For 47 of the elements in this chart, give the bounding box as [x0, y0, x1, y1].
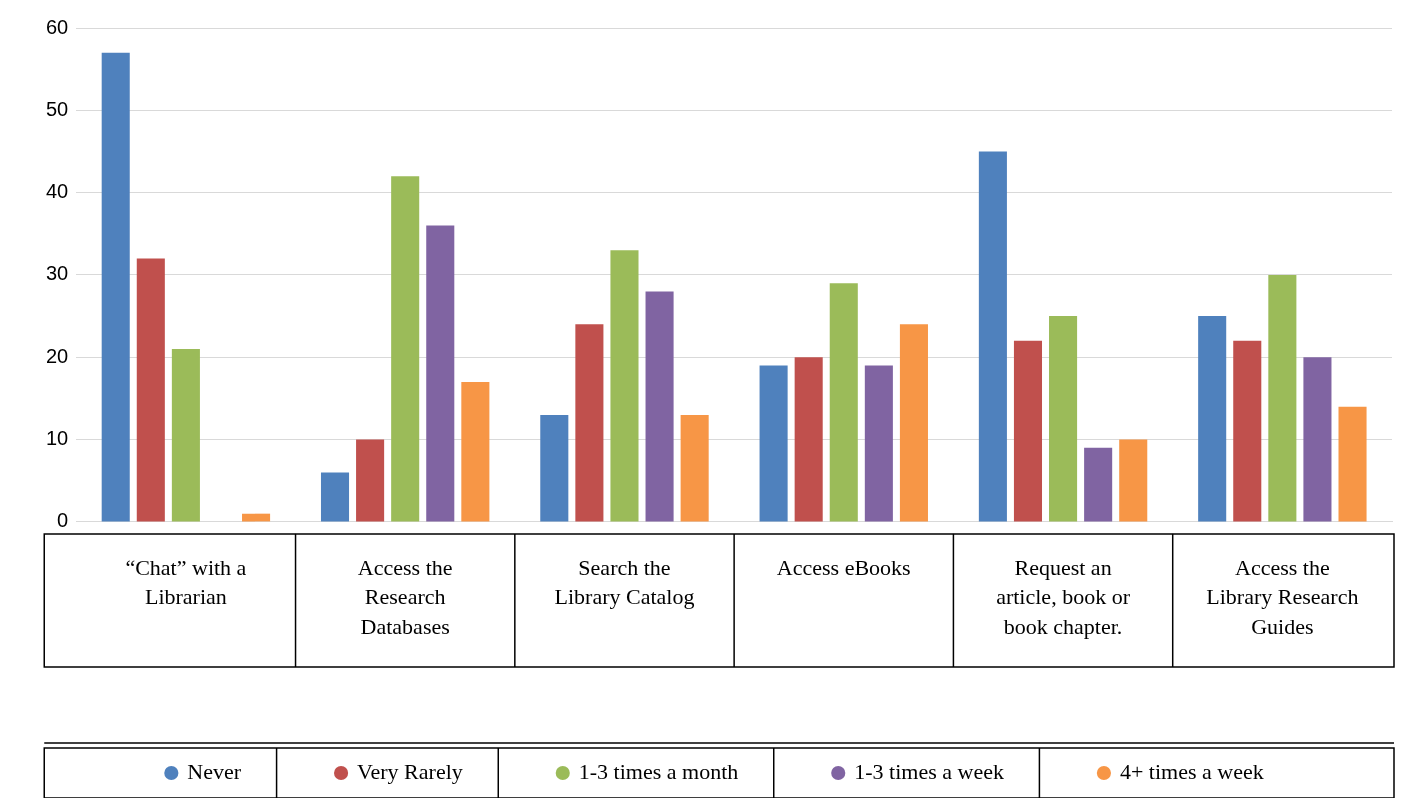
bar — [320, 472, 350, 522]
y-tick-label: 60 — [46, 15, 69, 38]
x-tick-label: Access the Library Research Guides — [1206, 554, 1359, 639]
bar — [759, 365, 788, 522]
bar — [461, 381, 490, 522]
bar — [426, 225, 455, 522]
x-tick-label: Access eBooks — [776, 554, 911, 580]
bar — [136, 258, 165, 522]
bar — [1119, 439, 1148, 522]
bar — [1198, 316, 1227, 522]
bar — [829, 283, 858, 522]
x-tick-label: “Chat” with a Librarian — [125, 554, 247, 610]
bar — [575, 324, 604, 522]
y-tick-label: 40 — [46, 180, 69, 203]
bar — [864, 365, 893, 522]
bar — [1338, 406, 1367, 522]
y-tick-label: 10 — [46, 427, 69, 450]
x-tick-label: Request an article, book or book chapter. — [996, 554, 1131, 639]
bar — [1268, 274, 1297, 522]
legend-label: Very Rarely — [357, 758, 463, 784]
x-tick-label: Search the Library Catalog — [554, 554, 695, 610]
bar — [1049, 316, 1078, 522]
bar — [391, 176, 420, 522]
bar — [101, 52, 130, 522]
y-tick-label: 20 — [46, 344, 69, 367]
legend-label: 4+ times a week — [1119, 758, 1264, 784]
bar — [1233, 340, 1262, 522]
bar — [680, 414, 709, 522]
y-tick-label: 50 — [46, 97, 69, 120]
bar — [978, 151, 1007, 522]
bar — [356, 439, 385, 522]
bar — [1084, 447, 1113, 522]
bar — [1303, 357, 1332, 522]
legend-label: Never — [187, 758, 242, 784]
bar — [540, 414, 569, 522]
bar — [171, 349, 200, 522]
bar — [1013, 340, 1043, 522]
bar — [242, 513, 271, 522]
bar — [645, 291, 674, 522]
bar — [610, 250, 639, 522]
legend-label: 1-3 times a week — [854, 758, 1004, 784]
legend-label: 1-3 times a month — [578, 758, 739, 784]
bar — [899, 324, 928, 522]
y-tick-label: 0 — [57, 509, 69, 532]
bar — [794, 357, 823, 522]
x-tick-label: Access the Research Databases — [357, 554, 453, 639]
y-tick-label: 30 — [46, 262, 69, 285]
